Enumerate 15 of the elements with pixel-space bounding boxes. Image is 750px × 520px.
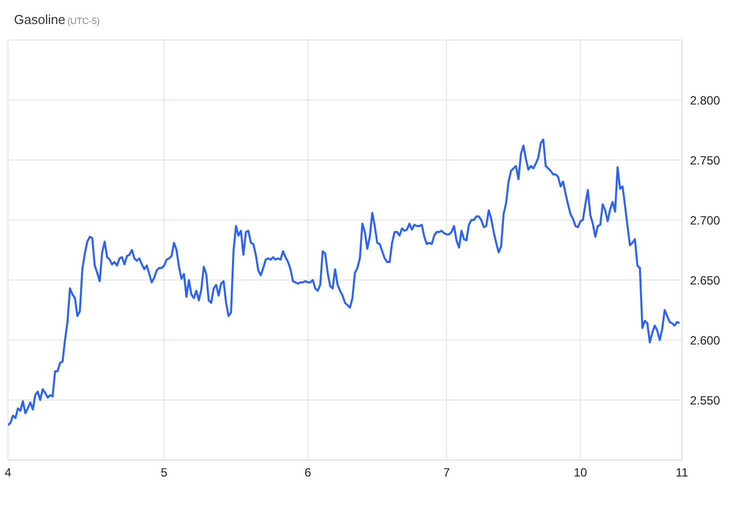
chart-title: Gasoline <box>14 12 66 27</box>
x-tick-label: 11 <box>676 466 689 480</box>
line-series <box>8 138 681 426</box>
x-tick-label: 4 <box>4 466 12 480</box>
y-tick-label: 2.750 <box>690 153 720 168</box>
x-tick-label: 6 <box>304 466 312 480</box>
chart-subtitle: (UTC-5) <box>67 16 100 26</box>
y-tick-label: 2.550 <box>690 393 720 408</box>
x-tick-label: 5 <box>160 466 168 480</box>
y-tick-label: 2.650 <box>690 273 720 288</box>
x-tick-label: 10 <box>574 466 588 480</box>
x-tick-label: 7 <box>443 466 450 480</box>
y-tick-label: 2.700 <box>690 213 720 228</box>
y-tick-label: 2.800 <box>690 93 720 108</box>
y-tick-label: 2.600 <box>690 333 720 348</box>
